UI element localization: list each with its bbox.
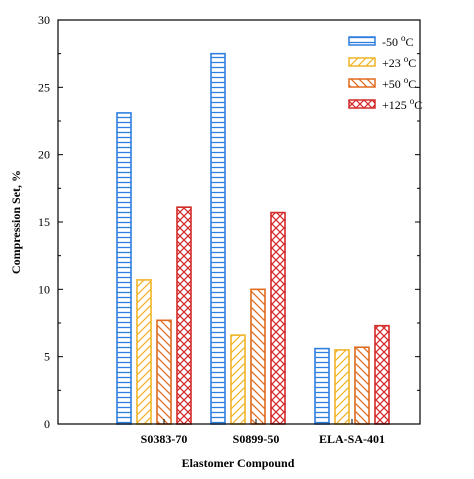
- y-tick-label: 20: [38, 148, 50, 162]
- y-tick-label: 30: [38, 13, 50, 27]
- x-category-label: ELA-SA-401: [319, 432, 385, 446]
- y-tick-label: 0: [44, 417, 50, 431]
- legend-label-series-1: -50 oC: [382, 33, 414, 49]
- bar-s0383-70-series-4: [176, 206, 192, 425]
- bar-s0899-50-series-3: [250, 288, 266, 425]
- y-tick-label: 25: [38, 80, 50, 94]
- bar-ela-sa-401-series-3: [354, 346, 370, 425]
- bar-ela-sa-401-series-2: [334, 349, 350, 425]
- legend-label-series-4: +125 oC: [382, 96, 422, 112]
- y-tick-label: 10: [38, 282, 50, 296]
- legend: -50 oC +23 oC +50 oC +125 oC: [348, 33, 422, 112]
- bars-group: [116, 52, 390, 425]
- y-tick-label: 5: [44, 350, 50, 364]
- legend-label-series-3: +50 oC: [382, 75, 416, 91]
- bar-s0383-70-series-3: [156, 319, 172, 425]
- legend-label-series-2: +23 oC: [382, 54, 416, 70]
- y-axis-title: Compression Set, %: [9, 170, 23, 274]
- bar-s0383-70-series-1: [116, 112, 132, 425]
- bar-s0899-50-series-2: [230, 334, 246, 425]
- x-category-label: S0383-70: [141, 432, 188, 446]
- legend-swatch-series-4: [348, 99, 376, 109]
- bar-ela-sa-401-series-4: [374, 324, 390, 425]
- bar-ela-sa-401-series-1: [314, 347, 330, 425]
- axes-group: 0 5 10 15 20 25 30 S0383-70 S0899-50 ELA-SA-401: [38, 13, 421, 446]
- legend-swatch-series-1: [348, 36, 376, 46]
- legend-swatch-series-3: [348, 78, 376, 88]
- x-category-label: S0899-50: [233, 432, 280, 446]
- x-axis-title: Elastomer Compound: [182, 456, 295, 470]
- bar-s0899-50-series-1: [210, 52, 226, 425]
- legend-swatch-series-2: [348, 57, 376, 67]
- y-tick-label: 15: [38, 215, 50, 229]
- bar-s0899-50-series-4: [270, 211, 286, 425]
- bar-s0383-70-series-2: [136, 279, 152, 425]
